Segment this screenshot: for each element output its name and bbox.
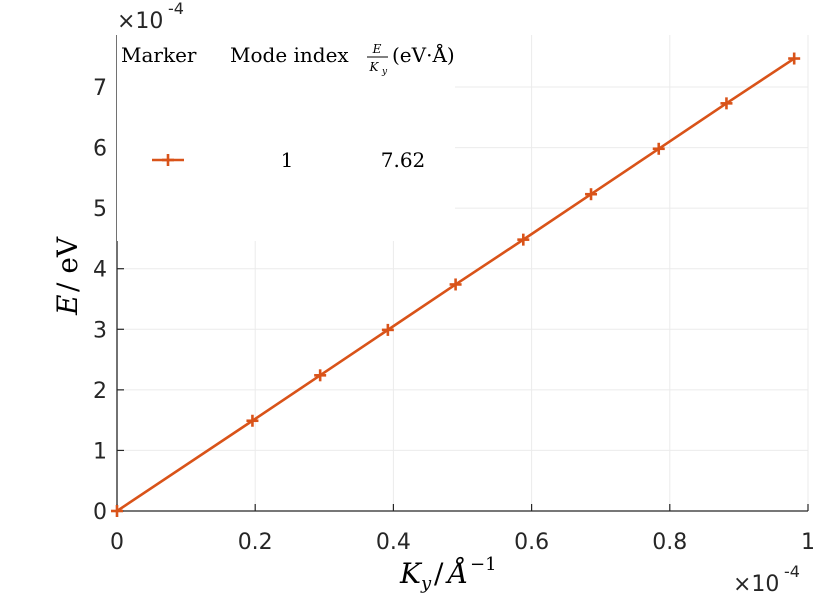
data-point-4 (449, 278, 462, 291)
x-tick-label-3: 0.6 (514, 530, 549, 555)
legend-frac-numerator: E (372, 42, 382, 56)
data-point-7 (652, 142, 665, 155)
y-axis-label: E / eV (51, 236, 84, 316)
y-label-var: E (51, 295, 84, 316)
series-1 (111, 52, 801, 517)
y-tick-label-4: 4 (93, 258, 107, 283)
legend-frac-denominator: K (369, 60, 380, 74)
legend-row: 1 7.62 (152, 148, 425, 172)
x-tick-label-2: 0.4 (376, 530, 411, 555)
x-label-sup: −1 (470, 554, 497, 575)
legend-header-mode: Mode index (230, 43, 349, 67)
data-point-5 (517, 233, 530, 246)
y-tick-label-5: 5 (93, 197, 107, 222)
legend-header-unit: (eV·Å) (392, 42, 455, 67)
y-tick-label-1: 1 (93, 439, 107, 464)
x-label-slash: / (434, 557, 444, 590)
data-point-9 (788, 52, 801, 65)
x-multiplier: ×10 -4 (733, 562, 800, 597)
x-tick-label-4: 0.8 (652, 530, 687, 555)
y-multiplier-exponent: -4 (168, 0, 184, 18)
legend-mode-value: 1 (281, 148, 294, 172)
legend-frac-denominator-sub: y (381, 67, 388, 77)
y-tick-label-0: 0 (93, 500, 107, 525)
data-point-3 (381, 323, 394, 336)
y-tick-label-6: 6 (93, 137, 107, 162)
x-multiplier-exponent: -4 (784, 562, 800, 581)
y-label-rest: / eV (51, 236, 84, 292)
legend-header-marker: Marker (121, 43, 197, 67)
y-multiplier-base: ×10 (117, 9, 163, 34)
x-multiplier-base: ×10 (733, 572, 779, 597)
data-point-2 (314, 369, 327, 382)
x-label-var: K (399, 557, 423, 590)
legend-header-value: E K y (eV·Å) (367, 42, 455, 77)
y-tick-label-7: 7 (93, 76, 107, 101)
x-axis-label: K y / Å −1 (399, 554, 497, 594)
y-tick-label-3: 3 (93, 318, 107, 343)
x-label-unit: Å (445, 557, 468, 590)
legend-box (117, 35, 455, 241)
data-point-1 (246, 414, 259, 427)
x-tick-label-1: 0.2 (238, 530, 273, 555)
y-multiplier: ×10 -4 (117, 0, 184, 34)
legend-marker-sample (162, 154, 174, 166)
x-tick-label-5: 1 (801, 530, 815, 555)
data-point-8 (720, 97, 733, 110)
y-tick-label-2: 2 (93, 379, 107, 404)
x-label-sub: y (420, 573, 432, 594)
legend: Marker Mode index E K y (eV·Å) 1 7.62 (117, 35, 455, 241)
legend-slope-value: 7.62 (381, 148, 426, 172)
axis-ticks: 0 0.2 0.4 0.6 0.8 1 0 1 2 3 4 5 6 7 (93, 76, 815, 555)
x-tick-label-0: 0 (110, 530, 124, 555)
series-line (116, 57, 795, 513)
data-point-6 (585, 188, 598, 201)
data-point-0 (111, 505, 123, 517)
